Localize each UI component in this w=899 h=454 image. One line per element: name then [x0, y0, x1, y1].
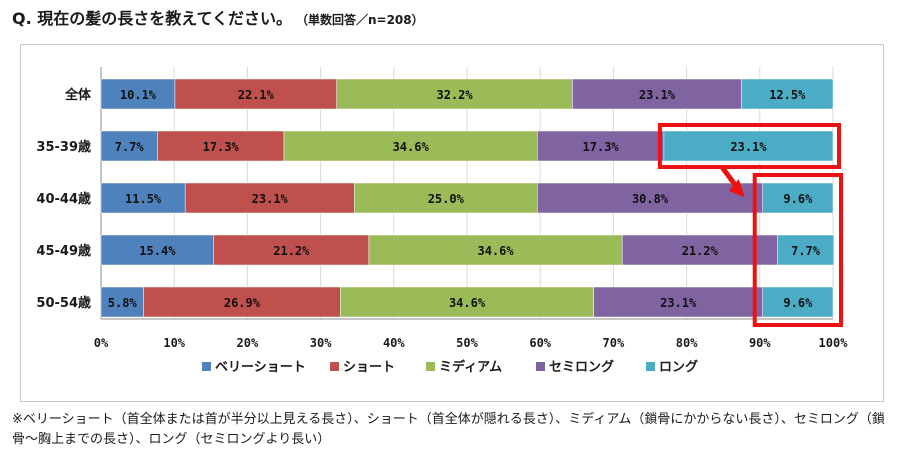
bar-segment — [777, 234, 834, 266]
legend-swatch — [426, 362, 435, 371]
category-label: 45-49歳 — [36, 243, 91, 259]
stacked-bar-chart: 0% 10% 20% 30% 40% 50% 60% 70% 80% 90% 100% 全体 10.1%… — [36, 67, 849, 375]
x-tick-label: 40% — [383, 336, 405, 350]
bar-segment — [143, 286, 341, 318]
bar-segment — [100, 182, 186, 214]
bar-segment — [213, 234, 370, 266]
data-label: 21.2% — [273, 244, 310, 258]
bar-segment — [354, 182, 538, 214]
bar-segment — [537, 130, 665, 162]
data-label: 26.9% — [224, 296, 261, 310]
bar-segment — [663, 130, 834, 162]
bar-segment — [593, 286, 763, 318]
x-tick-label: 50% — [456, 336, 478, 350]
data-label: 23.1% — [730, 140, 767, 154]
legend-label: ショート — [343, 360, 395, 375]
data-label: 23.1% — [639, 88, 676, 102]
data-label: 7.7% — [115, 140, 145, 154]
footnote: ※ベリーショート（首全体または首が半分以上見える長さ）、ショート（首全体が隠れる… — [12, 412, 885, 447]
x-tick-label: 10% — [163, 336, 185, 350]
data-label: 7.7% — [791, 244, 821, 258]
legend-label: ミディアム — [439, 359, 502, 375]
bar-segment — [157, 130, 285, 162]
bar-segment — [184, 182, 355, 214]
data-label: 34.6% — [449, 296, 486, 310]
x-tick-label: 30% — [310, 336, 332, 350]
highlight-box-35-39 — [657, 123, 842, 169]
data-label: 17.3% — [583, 140, 620, 154]
category-label: 全体 — [64, 87, 92, 103]
data-label: 5.8% — [108, 296, 138, 310]
data-label: 9.6% — [783, 192, 813, 206]
data-label: 15.4% — [139, 244, 176, 258]
arrow-head — [728, 179, 745, 197]
bar-segment — [572, 78, 742, 110]
legend-swatch — [330, 362, 339, 371]
bar-segment — [621, 234, 778, 266]
x-tick-label: 80% — [676, 336, 698, 350]
legend-swatch — [536, 362, 545, 371]
data-label: 23.1% — [252, 192, 289, 206]
data-label: 22.1% — [238, 88, 275, 102]
data-label: 25.0% — [428, 192, 465, 206]
data-label: 32.2% — [436, 88, 473, 102]
data-label: 10.1% — [120, 88, 157, 102]
bar-segment — [762, 182, 834, 214]
bar-segment — [336, 78, 573, 110]
highlight-box-40-54 — [752, 173, 844, 327]
chart-title: Q. 現在の髪の長さを教えてください。 （単数回答／n=208） — [12, 5, 424, 29]
legend-swatch — [646, 362, 655, 371]
bar-segment — [368, 234, 623, 266]
bar-segment — [762, 286, 834, 318]
x-tick-label: 70% — [603, 336, 625, 350]
x-tick-label: 0% — [94, 336, 109, 350]
data-label: 34.6% — [393, 140, 430, 154]
category-label: 40-44歳 — [36, 191, 91, 207]
data-label: 30.8% — [632, 192, 669, 206]
sample-note: （単数回答／n=208） — [301, 13, 424, 27]
bar-segment — [741, 78, 834, 110]
data-label: 23.1% — [660, 296, 697, 310]
data-label: 9.6% — [783, 296, 813, 310]
legend-label: セミロング — [549, 359, 614, 375]
arrow-shaft — [719, 165, 739, 189]
bar-segment — [100, 234, 214, 266]
category-label: 35-39歳 — [36, 139, 91, 155]
legend-swatch — [202, 362, 211, 371]
data-label: 34.6% — [477, 244, 514, 258]
x-tick-label: 100% — [819, 336, 849, 350]
data-label: 21.2% — [682, 244, 719, 258]
bar-segment — [100, 78, 176, 110]
bar-segment — [174, 78, 337, 110]
legend-label: ロング — [659, 359, 698, 375]
bar-segment — [537, 182, 763, 214]
bar-segment — [100, 130, 158, 162]
x-tick-label: 20% — [237, 336, 259, 350]
data-label: 17.3% — [203, 140, 240, 154]
x-tick-label: 90% — [749, 336, 771, 350]
category-label: 50-54歳 — [36, 295, 91, 311]
x-tick-label: 60% — [529, 336, 551, 350]
data-label: 12.5% — [769, 88, 806, 102]
data-label: 11.5% — [125, 192, 162, 206]
legend-label: ベリーショート — [215, 360, 306, 375]
question-text: Q. 現在の髪の長さを教えてください。 — [12, 9, 292, 28]
chart-area: 0% 10% 20% 30% 40% 50% 60% 70% 80% 90% 100% 全体 10.1%… — [20, 44, 884, 402]
